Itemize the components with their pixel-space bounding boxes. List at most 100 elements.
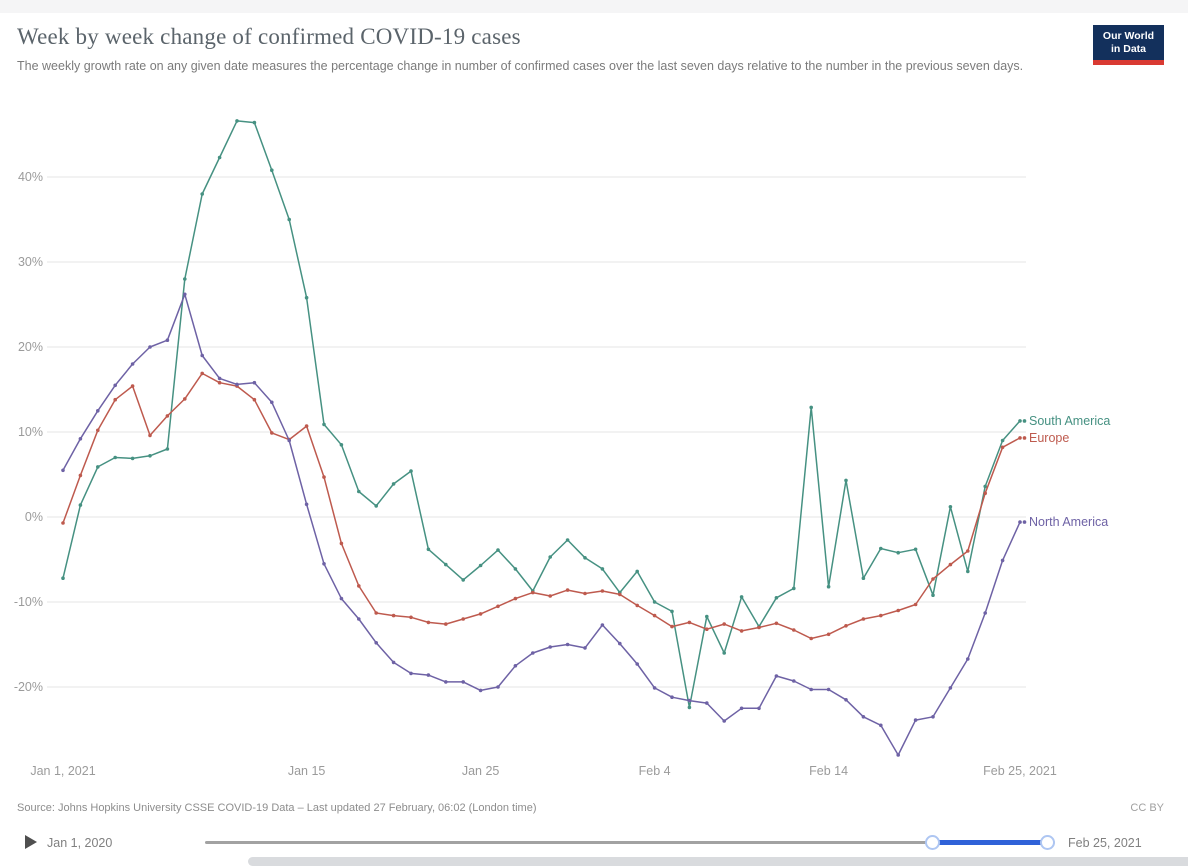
series-point-europe	[165, 414, 170, 418]
series-point-south-america	[357, 489, 361, 494]
timeline-handle-start[interactable]	[924, 835, 940, 850]
series-point-europe	[391, 613, 396, 618]
series-point-south-america	[635, 569, 639, 574]
x-tick-label: Feb 4	[639, 764, 671, 778]
series-line-south-america[interactable]	[62, 120, 1021, 709]
series-point-europe	[148, 433, 152, 438]
series-point-europe	[548, 594, 552, 598]
license-link[interactable]: CC BY	[1130, 802, 1164, 814]
series-point-north-america	[600, 623, 605, 627]
series-point-south-america	[96, 465, 100, 469]
series-point-north-america	[896, 753, 900, 757]
series-point-europe	[409, 615, 413, 620]
series-point-north-america	[1000, 558, 1005, 563]
series-point-south-america	[879, 546, 883, 551]
series-point-north-america	[565, 642, 570, 647]
series-point-north-america	[61, 468, 65, 473]
series-point-north-america	[252, 380, 257, 385]
series-point-europe	[513, 596, 518, 601]
series-point-north-america	[705, 701, 709, 705]
y-tick-label: 0%	[25, 510, 43, 524]
series-point-europe	[583, 591, 587, 596]
series-point-south-america	[861, 576, 866, 580]
series-point-europe	[826, 632, 831, 637]
series-point-north-america	[391, 660, 396, 665]
series-point-south-america	[739, 595, 744, 599]
series-point-europe	[600, 589, 605, 593]
x-tick-label: Jan 25	[462, 764, 500, 778]
series-line-north-america[interactable]	[62, 293, 1021, 756]
series-label-north-america[interactable]: North America	[1029, 515, 1108, 529]
series-point-europe	[461, 617, 466, 621]
series-point-south-america	[409, 469, 413, 473]
series-point-north-america	[374, 641, 379, 645]
timeline-selected-range[interactable]	[931, 840, 1047, 845]
series-point-north-america	[792, 679, 796, 683]
series-point-south-america	[200, 192, 204, 196]
series-point-south-america	[183, 277, 187, 281]
series-point-north-america	[757, 706, 761, 711]
series-point-north-america	[548, 645, 552, 649]
series-point-south-america	[565, 538, 570, 542]
series-endmarker-north-america	[1022, 520, 1027, 524]
series-point-europe	[183, 397, 187, 401]
series-label-south-america[interactable]: South America	[1029, 414, 1110, 428]
play-icon[interactable]	[25, 835, 37, 849]
series-point-europe	[531, 590, 535, 595]
series-point-south-america	[1000, 438, 1005, 443]
series-point-south-america	[270, 168, 274, 172]
series-endmarker-south-america	[1022, 419, 1027, 423]
series-point-north-america	[287, 438, 292, 443]
series-point-europe	[496, 604, 500, 609]
timeline-control: Jan 1, 2020 Feb 25, 2021	[0, 828, 1188, 856]
horizontal-scrollbar[interactable]	[248, 857, 1188, 866]
series-point-europe	[931, 577, 935, 581]
series-point-europe	[130, 384, 135, 388]
series-point-north-america	[148, 345, 152, 349]
series-point-north-america	[78, 437, 83, 441]
y-tick-label: 20%	[18, 340, 43, 354]
series-point-north-america	[618, 641, 622, 646]
page-title: Week by week change of confirmed COVID-1…	[17, 24, 521, 49]
series-point-north-america	[826, 687, 831, 692]
x-tick-label: Jan 15	[288, 764, 326, 778]
series-line-europe[interactable]	[62, 372, 1021, 640]
series-point-north-america	[217, 376, 222, 381]
series-point-south-america	[687, 705, 692, 710]
series-point-europe	[879, 613, 883, 618]
series-point-europe	[722, 622, 726, 626]
series-point-europe	[618, 592, 622, 597]
x-tick-label: Jan 1, 2021	[30, 764, 95, 778]
series-point-europe	[426, 620, 431, 625]
series-point-south-america	[478, 563, 483, 568]
series-point-south-america	[61, 576, 65, 580]
series-point-north-america	[652, 686, 657, 690]
series-point-south-america	[444, 562, 448, 567]
y-tick-label: 30%	[18, 255, 43, 269]
series-point-north-america	[583, 646, 587, 650]
series-point-south-america	[670, 609, 674, 614]
series-point-north-america	[270, 400, 274, 405]
series-point-south-america	[461, 578, 466, 582]
series-point-europe	[635, 603, 639, 608]
series-point-north-america	[948, 686, 953, 690]
timeline-handle-end[interactable]	[1039, 835, 1055, 850]
series-point-north-america	[739, 706, 744, 711]
y-tick-label: -20%	[14, 680, 43, 694]
series-point-south-america	[826, 584, 831, 589]
series-point-europe	[861, 617, 866, 621]
series-label-europe[interactable]: Europe	[1029, 431, 1069, 445]
series-point-north-america	[304, 502, 309, 507]
series-point-south-america	[287, 217, 292, 222]
timeline-slider-track[interactable]	[205, 835, 1055, 850]
owid-logo[interactable]: Our World in Data	[1093, 25, 1164, 65]
series-point-europe	[1018, 436, 1022, 440]
series-point-europe	[374, 611, 379, 615]
series-point-south-america	[304, 295, 309, 300]
series-point-south-america	[235, 119, 239, 123]
series-point-north-america	[670, 695, 674, 699]
series-point-north-america	[165, 338, 170, 343]
owid-logo-line2: in Data	[1110, 42, 1146, 55]
series-point-south-america	[948, 505, 953, 509]
page-subtitle: The weekly growth rate on any given date…	[17, 59, 1024, 73]
